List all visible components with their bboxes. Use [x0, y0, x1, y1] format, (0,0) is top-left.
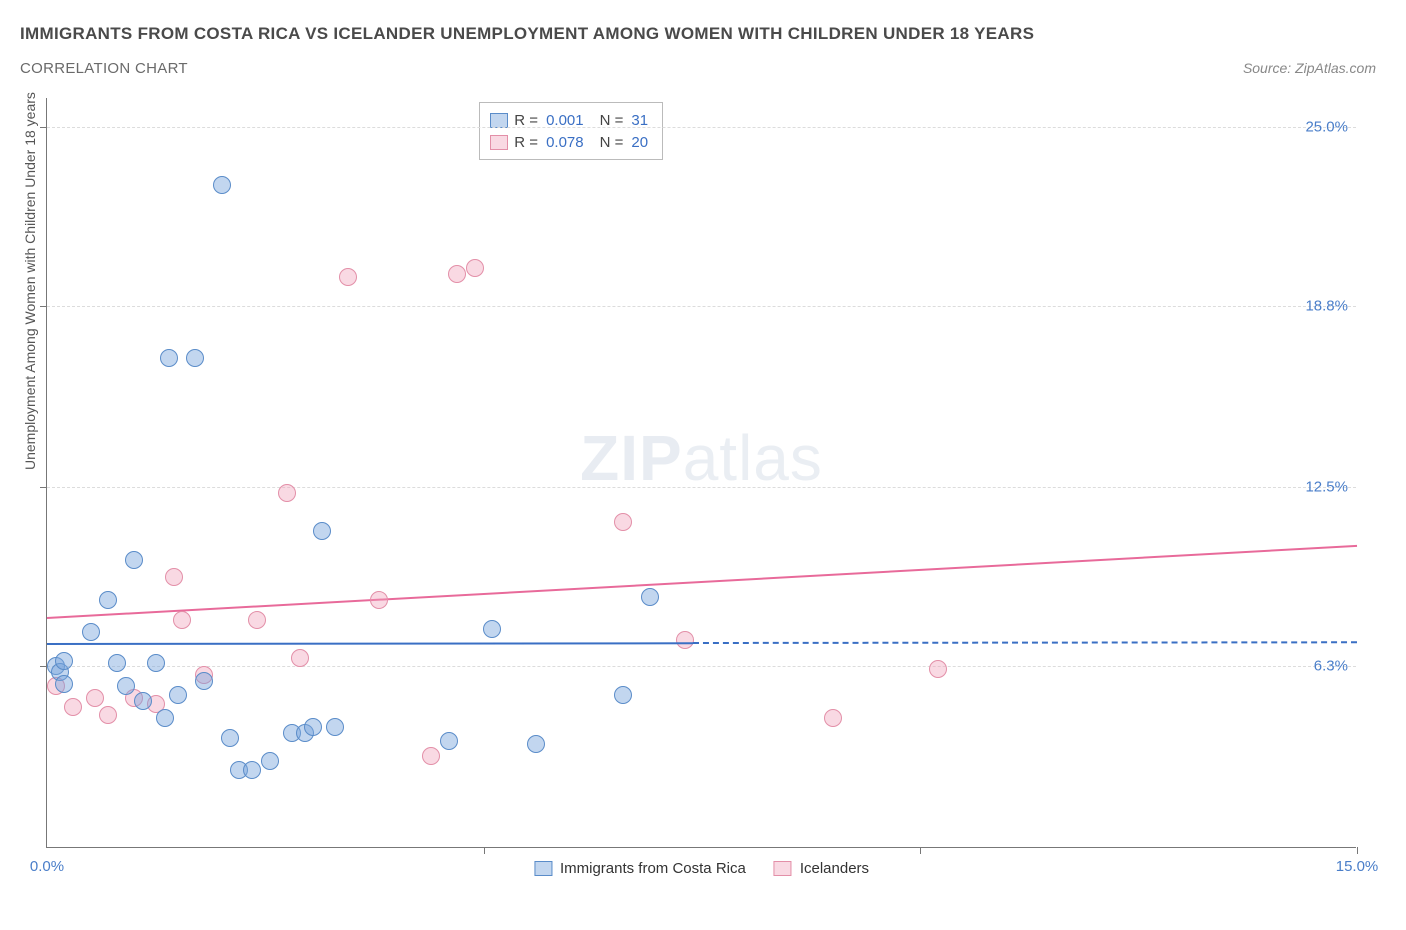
y-tick-label: 6.3%: [1314, 658, 1348, 675]
grid-line: [47, 487, 1356, 488]
data-point-blue: [82, 623, 100, 641]
data-point-blue: [147, 654, 165, 672]
data-point-blue: [195, 672, 213, 690]
series-legend: Immigrants from Costa Rica Icelanders: [534, 860, 869, 877]
data-point-blue: [483, 620, 501, 638]
data-point-blue: [326, 718, 344, 736]
r-value-pink: 0.078: [546, 134, 584, 151]
r-label-pink: R =: [514, 134, 538, 151]
data-point-blue: [186, 349, 204, 367]
data-point-blue: [243, 761, 261, 779]
data-point-blue: [55, 675, 73, 693]
data-point-pink: [86, 689, 104, 707]
data-point-blue: [213, 176, 231, 194]
data-point-pink: [370, 591, 388, 609]
data-point-pink: [291, 649, 309, 667]
data-point-pink: [339, 268, 357, 286]
data-point-blue: [313, 522, 331, 540]
legend-item-pink: Icelanders: [774, 860, 869, 877]
data-point-blue: [169, 686, 187, 704]
data-point-blue: [125, 551, 143, 569]
data-point-blue: [304, 718, 322, 736]
grid-line: [47, 127, 1356, 128]
data-point-pink: [676, 631, 694, 649]
data-point-pink: [173, 611, 191, 629]
data-point-pink: [422, 747, 440, 765]
watermark-light: atlas: [683, 422, 823, 494]
legend-row-pink: R = 0.078 N = 20: [490, 131, 648, 153]
grid-line: [47, 666, 1356, 667]
y-tick-label: 18.8%: [1305, 297, 1348, 314]
data-point-blue: [134, 692, 152, 710]
page-title: IMMIGRANTS FROM COSTA RICA VS ICELANDER …: [20, 24, 1034, 44]
y-axis-label: Unemployment Among Women with Children U…: [22, 92, 38, 470]
swatch-blue: [534, 861, 552, 876]
trend-line-blue: [47, 642, 693, 645]
data-point-pink: [278, 484, 296, 502]
trend-line-blue-dashed: [693, 642, 1357, 645]
data-point-pink: [64, 698, 82, 716]
y-tickmark: [40, 127, 47, 128]
source-prefix: Source:: [1243, 60, 1295, 76]
legend-label-blue: Immigrants from Costa Rica: [560, 860, 746, 877]
data-point-blue: [641, 588, 659, 606]
data-point-blue: [527, 735, 545, 753]
n-label-pink: N =: [600, 134, 624, 151]
y-tick-label: 12.5%: [1305, 479, 1348, 496]
x-tick-label: 0.0%: [30, 858, 64, 875]
scatter-plot: ZIPatlas R = 0.001 N = 31 R = 0.078 N = …: [46, 98, 1356, 848]
x-tick-label: 15.0%: [1336, 858, 1379, 875]
watermark-bold: ZIP: [580, 422, 683, 494]
data-point-pink: [824, 709, 842, 727]
data-point-pink: [614, 513, 632, 531]
data-point-blue: [55, 652, 73, 670]
data-point-pink: [929, 660, 947, 678]
data-point-blue: [440, 732, 458, 750]
swatch-blue: [490, 113, 508, 128]
data-point-blue: [99, 591, 117, 609]
data-point-pink: [99, 706, 117, 724]
x-tickmark: [1357, 847, 1358, 854]
data-point-blue: [108, 654, 126, 672]
data-point-pink: [466, 259, 484, 277]
x-tickmark: [920, 847, 921, 854]
data-point-blue: [221, 729, 239, 747]
data-point-blue: [160, 349, 178, 367]
data-point-blue: [156, 709, 174, 727]
swatch-pink: [774, 861, 792, 876]
data-point-blue: [117, 677, 135, 695]
x-tickmark: [484, 847, 485, 854]
watermark: ZIPatlas: [580, 421, 823, 495]
data-point-pink: [165, 568, 183, 586]
swatch-pink: [490, 135, 508, 150]
n-value-pink: 20: [631, 134, 648, 151]
y-tickmark: [40, 306, 47, 307]
y-tickmark: [40, 487, 47, 488]
y-tick-label: 25.0%: [1305, 118, 1348, 135]
data-point-blue: [261, 752, 279, 770]
grid-line: [47, 306, 1356, 307]
data-point-blue: [614, 686, 632, 704]
correlation-legend: R = 0.001 N = 31 R = 0.078 N = 20: [479, 102, 663, 160]
data-point-pink: [248, 611, 266, 629]
source-credit: Source: ZipAtlas.com: [1243, 60, 1376, 76]
trend-line-pink: [47, 545, 1357, 619]
source-site: ZipAtlas.com: [1295, 60, 1376, 76]
legend-label-pink: Icelanders: [800, 860, 869, 877]
legend-item-blue: Immigrants from Costa Rica: [534, 860, 746, 877]
data-point-pink: [448, 265, 466, 283]
chart-subtitle: CORRELATION CHART: [20, 60, 188, 77]
